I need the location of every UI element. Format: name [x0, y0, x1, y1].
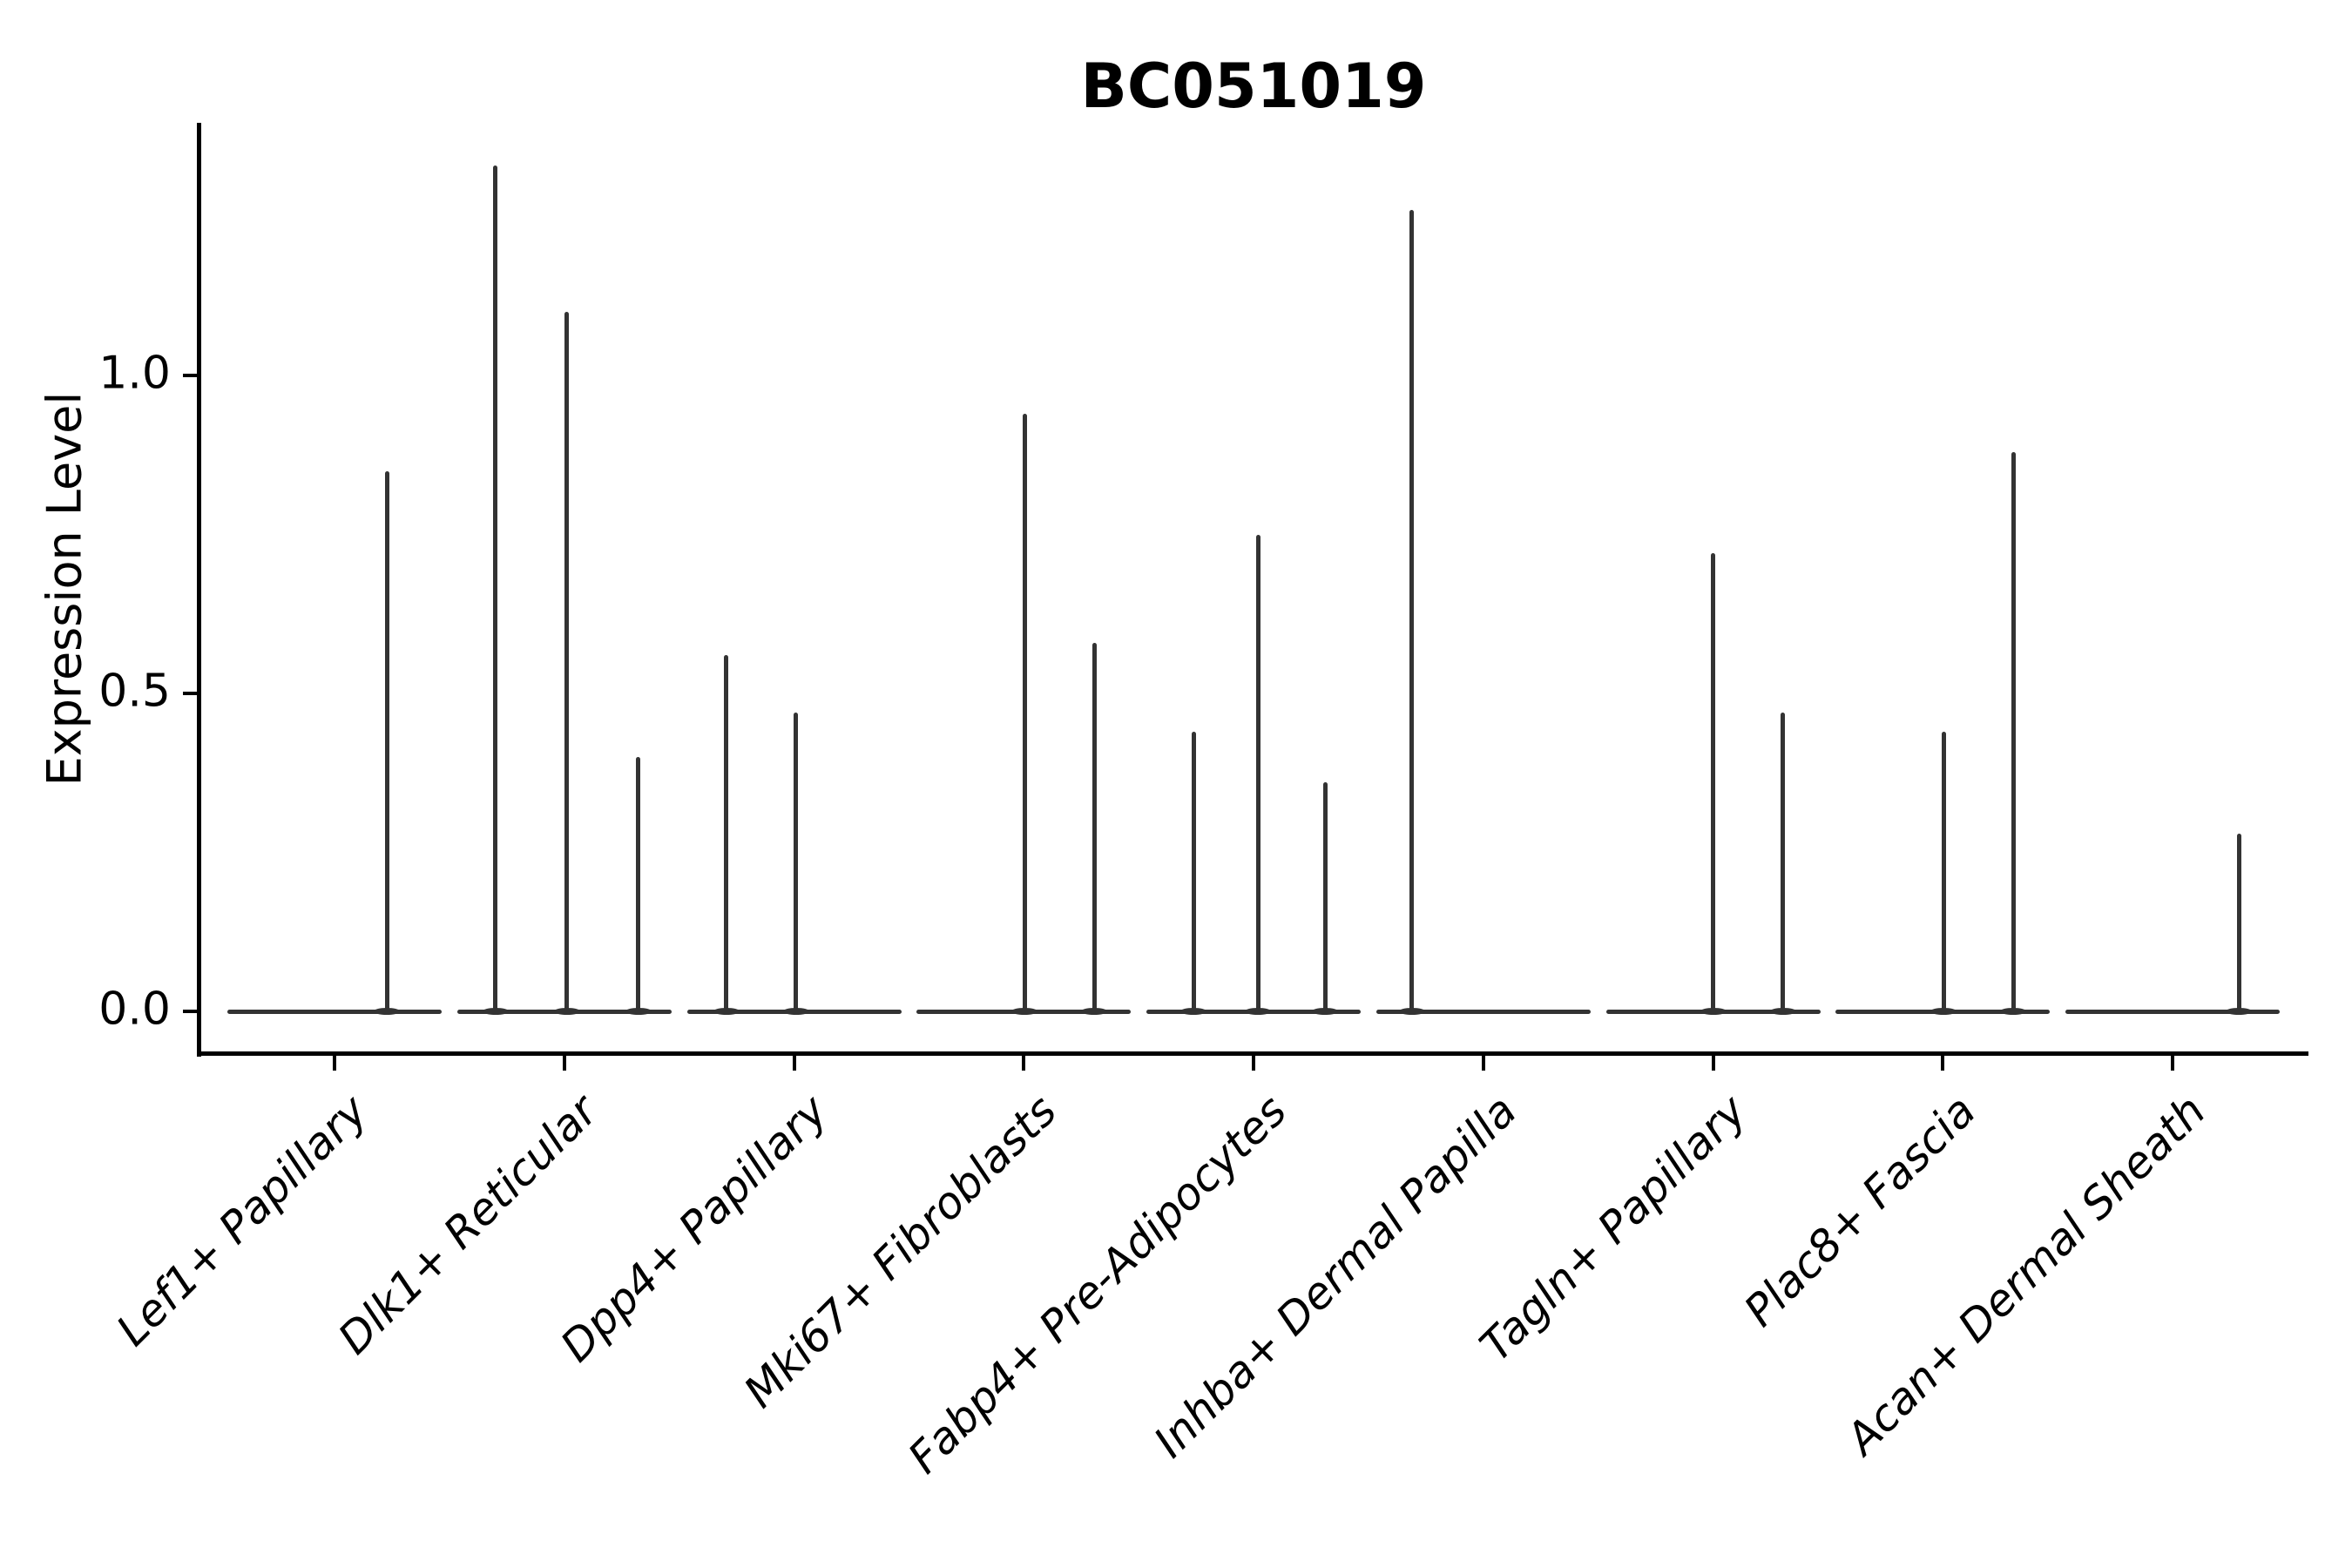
violin-spike-base-flare — [1245, 1008, 1271, 1015]
violin-spike-base-flare — [1081, 1008, 1108, 1015]
y-tick-label: 0.0 — [98, 983, 171, 1036]
x-tick-mark — [333, 1056, 336, 1071]
violin-spike — [1711, 553, 1715, 1013]
chart-title: BC051019 — [1080, 51, 1427, 122]
violin-spike — [1092, 642, 1097, 1013]
y-axis-spine — [197, 123, 201, 1057]
violin-spike-base-flare — [782, 1008, 809, 1015]
violin-spike-base-flare — [1312, 1008, 1338, 1015]
violin-spike — [1322, 782, 1328, 1013]
violin-spike — [384, 470, 389, 1013]
x-tick-mark — [2171, 1056, 2174, 1071]
violin-spike — [1781, 712, 1785, 1013]
violin-spike — [2011, 451, 2016, 1013]
violin-spike-base-flare — [1180, 1008, 1206, 1015]
x-tick-label: Plac8+ Fascia — [1734, 1085, 1986, 1336]
violin-spike — [794, 712, 798, 1013]
violin-spike — [2236, 833, 2241, 1013]
violin-spike — [1255, 534, 1260, 1013]
violin-spike — [1409, 210, 1415, 1013]
violin-spike-base-flare — [1011, 1008, 1038, 1015]
violin-spike-base-flare — [2226, 1008, 2252, 1015]
violin-spike-base-flare — [553, 1008, 580, 1015]
violin-spike-base-flare — [374, 1008, 400, 1015]
x-tick-mark — [792, 1056, 796, 1071]
x-tick-mark — [1022, 1056, 1026, 1071]
violin-spike-base-flare — [625, 1008, 652, 1015]
y-tick-mark — [183, 1010, 198, 1013]
violin-spike-base-flare — [482, 1008, 509, 1015]
violin-spike — [1941, 731, 1946, 1013]
violin-baseline — [2065, 1010, 2280, 1014]
x-tick-mark — [562, 1056, 566, 1071]
violin-spike-base-flare — [1930, 1008, 1957, 1015]
violin-spike-base-flare — [2000, 1008, 2027, 1015]
violin-spike-base-flare — [1769, 1008, 1796, 1015]
y-tick-label: 0.5 — [98, 665, 171, 718]
violin-spike — [564, 312, 570, 1013]
violin-baseline — [1375, 1010, 1591, 1014]
violin-spike — [636, 757, 641, 1013]
x-tick-mark — [1711, 1056, 1715, 1071]
violin-spike-base-flare — [1700, 1008, 1727, 1015]
violin-spike — [724, 655, 728, 1013]
x-tick-mark — [1252, 1056, 1255, 1071]
violin-spike — [1191, 731, 1196, 1013]
x-tick-mark — [1941, 1056, 1945, 1071]
violin-spike-base-flare — [1398, 1008, 1425, 1015]
y-axis-label: Expression Level — [37, 391, 92, 787]
violin-spike-base-flare — [713, 1008, 740, 1015]
y-tick-mark — [183, 374, 198, 377]
x-axis-spine — [197, 1051, 2308, 1056]
x-tick-label: Fabp4+ Pre-Adipocytes — [898, 1085, 1297, 1484]
violin-spike — [493, 166, 498, 1013]
x-tick-label: Lef1+ Papillary — [106, 1085, 378, 1356]
x-tick-label: Inhba+ Dermal Papilla — [1144, 1085, 1526, 1468]
y-tick-mark — [183, 692, 198, 695]
y-tick-label: 1.0 — [98, 347, 171, 400]
violin-spike — [1022, 413, 1027, 1013]
violin-baseline — [227, 1010, 442, 1014]
x-tick-mark — [1481, 1056, 1485, 1071]
